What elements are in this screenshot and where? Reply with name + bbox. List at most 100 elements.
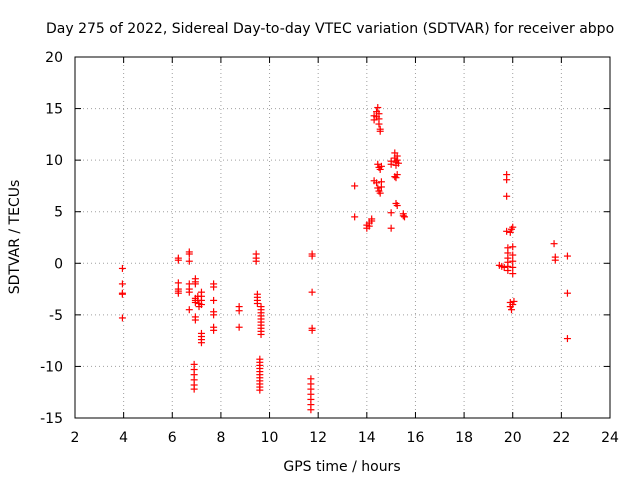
y-tick-label: 10	[45, 153, 63, 169]
data-point	[387, 209, 395, 217]
data-point	[252, 257, 260, 265]
x-tick-label: 14	[358, 430, 376, 446]
x-axis-title: GPS time / hours	[283, 459, 400, 475]
data-point	[308, 326, 316, 334]
x-tick-label: 24	[601, 430, 619, 446]
data-point	[399, 210, 407, 218]
data-point	[185, 306, 193, 314]
data-point	[504, 267, 512, 275]
data-point	[210, 283, 218, 291]
x-tick-label: 16	[407, 430, 425, 446]
data-point	[307, 406, 315, 414]
y-tick-label: -5	[49, 308, 63, 324]
data-point	[509, 257, 517, 265]
data-point	[401, 213, 409, 221]
y-tick-label: 15	[45, 102, 63, 118]
data-point	[509, 223, 517, 231]
x-tick-label: 12	[309, 430, 327, 446]
data-point	[377, 178, 385, 186]
data-point	[500, 263, 508, 271]
data-point	[210, 311, 218, 319]
x-tick-label: 18	[455, 430, 473, 446]
data-point	[393, 202, 401, 210]
data-point	[376, 189, 384, 197]
data-point	[194, 296, 202, 304]
data-point	[503, 227, 511, 235]
data-point	[235, 323, 243, 331]
data-point	[118, 290, 126, 298]
data-point	[551, 256, 559, 264]
data-point	[190, 385, 198, 393]
data-point	[393, 171, 401, 179]
data-points	[118, 104, 571, 414]
y-tick-labels: -15 -10 -5 0 5 10 15 20	[40, 50, 63, 427]
data-point	[374, 160, 382, 168]
data-point	[563, 252, 571, 260]
data-point	[509, 270, 517, 278]
data-point	[174, 289, 182, 297]
x-tick-label: 22	[552, 430, 570, 446]
x-tick-label: 4	[119, 430, 128, 446]
plot-frame	[74, 56, 611, 419]
data-point	[118, 264, 126, 272]
data-point	[503, 192, 511, 200]
y-tick-label: -15	[40, 411, 63, 427]
data-point	[393, 156, 401, 164]
data-point	[210, 326, 218, 334]
y-tick-label: 5	[54, 205, 63, 221]
data-point	[376, 165, 384, 173]
y-axis-title: SDTVAR / TECUs	[7, 180, 23, 295]
data-point	[509, 251, 517, 259]
data-point	[118, 280, 126, 288]
data-point	[185, 257, 193, 265]
x-tick-label: 2	[71, 430, 80, 446]
data-point	[374, 104, 382, 112]
data-point	[195, 303, 203, 311]
data-point	[387, 224, 395, 232]
data-point	[563, 289, 571, 297]
data-point	[308, 288, 316, 296]
y-tick-label: 0	[54, 256, 63, 272]
data-point	[174, 256, 182, 264]
x-tick-label: 8	[216, 430, 225, 446]
data-point	[351, 213, 359, 221]
y-tick-label: -10	[40, 359, 63, 375]
data-point	[503, 176, 511, 184]
data-point	[235, 307, 243, 315]
data-point	[510, 297, 518, 305]
x-tick-label: 10	[261, 430, 279, 446]
data-point	[509, 301, 517, 309]
data-point	[174, 279, 182, 287]
data-point	[394, 159, 402, 167]
data-point	[185, 250, 193, 258]
data-point	[210, 296, 218, 304]
data-point	[387, 160, 395, 168]
data-point	[256, 386, 264, 394]
data-point	[118, 314, 126, 322]
data-point	[377, 162, 385, 170]
data-point	[373, 179, 381, 187]
data-point	[197, 339, 205, 347]
y-tick-label: 20	[45, 50, 63, 66]
grid-lines	[75, 57, 610, 418]
chart-title: Day 275 of 2022, Sidereal Day-to-day VTE…	[46, 21, 614, 37]
data-point	[253, 300, 261, 308]
data-point	[506, 228, 514, 236]
data-point	[375, 120, 383, 128]
data-point	[191, 316, 199, 324]
data-point	[308, 252, 316, 260]
data-point	[257, 330, 265, 338]
data-point	[509, 243, 517, 251]
data-point	[191, 280, 199, 288]
x-tick-label: 20	[504, 430, 522, 446]
data-point	[563, 335, 571, 343]
data-point	[351, 182, 359, 190]
data-point	[374, 184, 382, 192]
x-tick-labels: 2 4 6 8 10 12 14 16 18 20 22 24	[71, 430, 619, 446]
data-point	[508, 306, 516, 314]
data-point	[376, 127, 384, 135]
data-point	[368, 215, 376, 223]
x-tick-label: 6	[168, 430, 177, 446]
